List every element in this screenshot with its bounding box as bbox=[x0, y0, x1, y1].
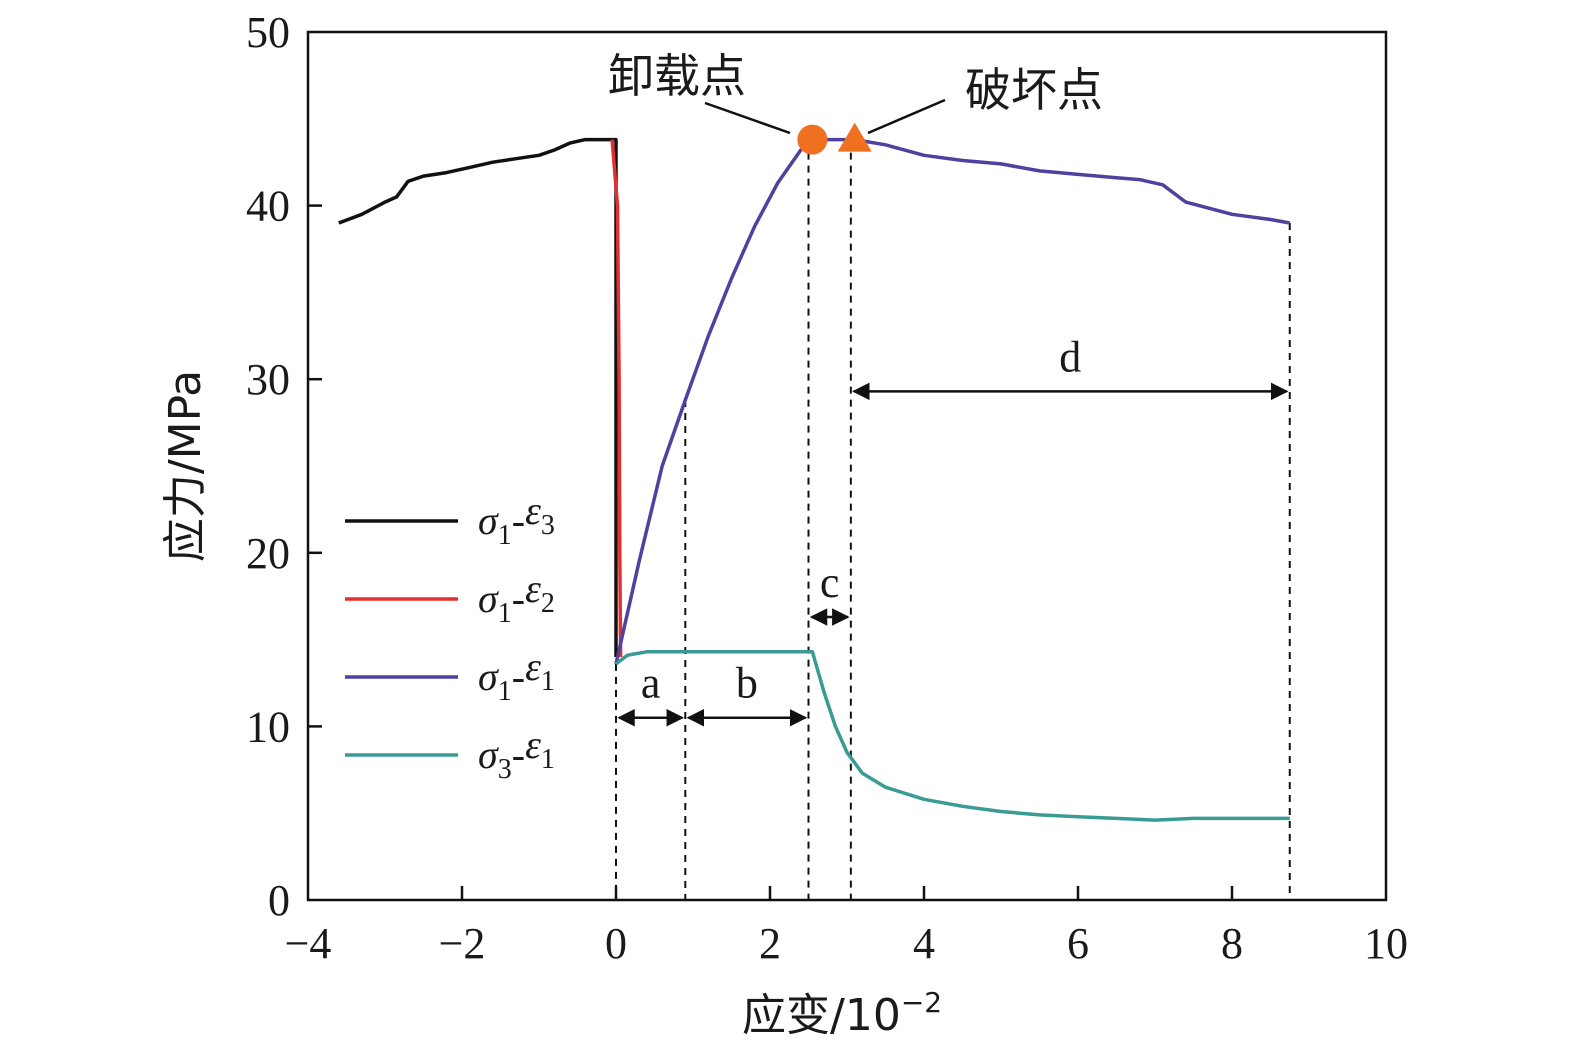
x-tick-label: 8 bbox=[1221, 919, 1243, 968]
x-axis-label-exponent: −2 bbox=[901, 986, 942, 1019]
unload-point-leader bbox=[704, 101, 791, 135]
x-axis-label: 应变/10−2 bbox=[742, 986, 942, 1041]
legend: σ1-ε3 σ1-ε2 σ1-ε1 σ3-ε1 bbox=[345, 488, 555, 785]
y-tick-label: 40 bbox=[246, 182, 290, 231]
x-tick-label: −2 bbox=[439, 919, 486, 968]
y-tick-label: 30 bbox=[246, 355, 290, 404]
unload-point-label: 卸载点 bbox=[608, 49, 746, 103]
x-tick-label: 6 bbox=[1067, 919, 1089, 968]
legend-label-3: σ3-ε1 bbox=[478, 722, 555, 785]
stage-boundary-lines bbox=[615, 139, 1291, 900]
segment-label-c: c bbox=[820, 558, 840, 607]
y-axis-label: 应力/MPa bbox=[160, 370, 211, 562]
x-tick-label: 10 bbox=[1364, 919, 1408, 968]
key-point-markers bbox=[797, 122, 872, 155]
y-tick-label: 50 bbox=[246, 8, 290, 57]
x-tick-label: −4 bbox=[285, 919, 332, 968]
segment-label-d: d bbox=[1059, 332, 1081, 381]
x-tick-label: 4 bbox=[913, 919, 935, 968]
failure-point-leader bbox=[867, 98, 946, 135]
axis-ticks: −4 −2 0 2 4 6 8 10 0 10 20 30 40 50 bbox=[246, 8, 1408, 968]
x-tick-label: 2 bbox=[759, 919, 781, 968]
series-line-3 bbox=[614, 650, 1290, 822]
y-tick-label: 10 bbox=[246, 702, 290, 751]
series-line-2 bbox=[614, 137, 1291, 665]
legend-label-2: σ1-ε1 bbox=[478, 644, 555, 707]
failure-point-label: 破坏点 bbox=[965, 63, 1103, 117]
legend-label-0: σ1-ε3 bbox=[478, 488, 555, 551]
plot-frame bbox=[306, 30, 1388, 902]
segment-label-b: b bbox=[736, 659, 758, 708]
stage-segments: a b c d bbox=[617, 332, 1289, 727]
y-tick-label: 0 bbox=[268, 876, 290, 925]
series-layer bbox=[338, 137, 1291, 822]
failure-point-marker bbox=[837, 122, 872, 152]
y-tick-label: 20 bbox=[246, 529, 290, 578]
segment-label-a: a bbox=[641, 659, 661, 708]
series-line-0 bbox=[338, 137, 618, 657]
x-tick-label: 0 bbox=[605, 919, 627, 968]
series-line-1 bbox=[610, 139, 623, 658]
legend-label-1: σ1-ε2 bbox=[478, 566, 555, 629]
unload-point-marker bbox=[797, 124, 828, 155]
